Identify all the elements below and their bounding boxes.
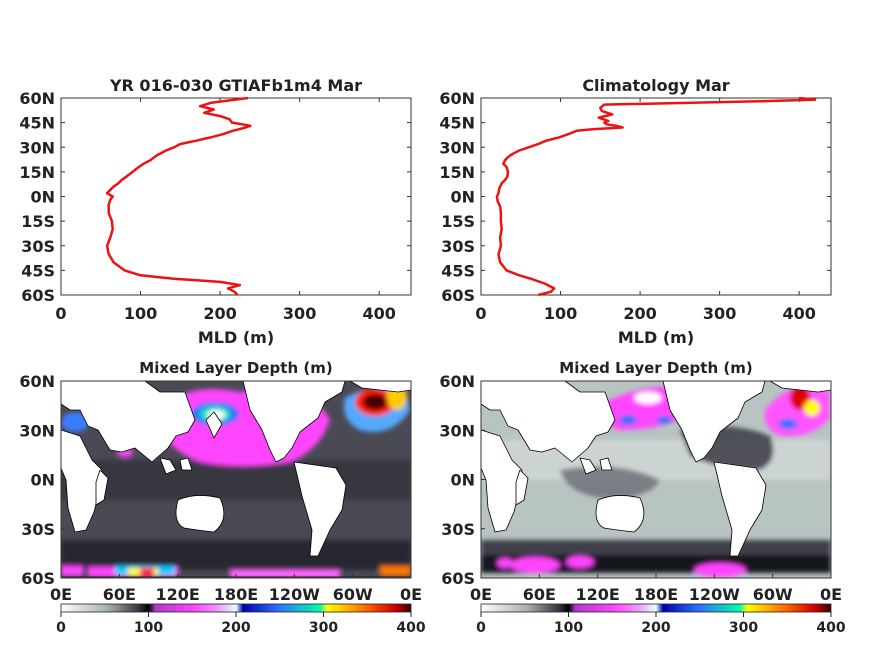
x-tick-label: 180E <box>214 585 258 604</box>
y-tick-label: 30S <box>441 237 475 256</box>
colorbar <box>480 603 832 613</box>
x-tick-label: 400 <box>782 304 815 323</box>
y-tick-label: 30S <box>21 520 55 539</box>
y-tick-label: 60N <box>19 89 55 108</box>
x-axis-ticks: 0E 60E 120E 180E 120W 60W 0E <box>470 574 842 604</box>
x-tick-label: 120E <box>156 585 200 604</box>
x-tick-label: 60E <box>523 585 556 604</box>
x-tick-label: 0 <box>55 304 66 323</box>
y-tick-label: 0N <box>30 471 55 490</box>
y-tick-label: 15N <box>439 163 475 182</box>
x-tick-label: 180E <box>634 585 678 604</box>
y-tick-label: 60S <box>441 569 475 588</box>
y-tick-label: 30N <box>19 421 55 440</box>
y-tick-label: 30N <box>439 421 475 440</box>
mld-map-climatology: Mixed Layer Depth (m) <box>439 359 846 636</box>
y-tick-label: 30S <box>21 237 55 256</box>
y-tick-label: 45N <box>439 114 475 133</box>
x-axis-ticks: 0E 60E 120E 180E 120W 60W 0E <box>50 574 422 604</box>
colorbar-tick-label: 400 <box>396 620 425 636</box>
y-axis-ticks: 60N 45N 30N 15N 0N 15S 30S 45S 60S <box>439 89 831 305</box>
mld-patches <box>61 382 411 578</box>
colorbar-tick-label: 300 <box>309 620 338 636</box>
x-tick-label: 300 <box>703 304 736 323</box>
x-tick-label: 0E <box>820 585 842 604</box>
y-tick-label: 30S <box>441 520 475 539</box>
x-tick-label: 200 <box>623 304 656 323</box>
y-tick-label: 45S <box>441 261 475 280</box>
mld-patches <box>481 384 831 577</box>
y-tick-label: 0N <box>450 188 475 207</box>
x-tick-label: 0E <box>50 585 72 604</box>
y-axis-ticks: 60N 30N 0N 30S 60S <box>19 372 65 588</box>
y-tick-label: 15S <box>21 212 55 231</box>
y-tick-label: 30N <box>19 138 55 157</box>
colorbar-tick-label: 200 <box>221 620 250 636</box>
x-tick-label: 0 <box>475 304 486 323</box>
y-tick-label: 15S <box>441 212 475 231</box>
x-tick-label: 60W <box>753 585 793 604</box>
y-tick-label: 0N <box>30 188 55 207</box>
y-tick-label: 30N <box>439 138 475 157</box>
y-tick-label: 0N <box>450 471 475 490</box>
y-tick-label: 45N <box>19 114 55 133</box>
plot-frame <box>480 97 832 296</box>
x-axis-ticks: 0 100 200 300 400 <box>55 98 396 323</box>
mld-map-model: Mixed Layer Depth (m) <box>19 359 426 636</box>
x-tick-label: 200 <box>203 304 236 323</box>
x-tick-label: 120E <box>576 585 620 604</box>
chart-title: Climatology Mar <box>582 76 729 95</box>
y-tick-label: 15N <box>19 163 55 182</box>
x-tick-label: 0E <box>400 585 422 604</box>
chart-title: Mixed Layer Depth (m) <box>559 359 752 377</box>
y-tick-label: 60S <box>21 569 55 588</box>
y-tick-label: 45S <box>21 261 55 280</box>
chart-title: Mixed Layer Depth (m) <box>139 359 332 377</box>
x-tick-label: 120W <box>269 585 320 604</box>
colorbar-tick-label: 200 <box>641 620 670 636</box>
colorbar-tick-label: 100 <box>554 620 583 636</box>
colorbar-tick-label: 400 <box>816 620 845 636</box>
chart-title: YR 016-030 GTIAFb1m4 Mar <box>109 76 362 95</box>
y-tick-label: 60S <box>21 286 55 305</box>
profile-chart-left: YR 016-030 GTIAFb1m4 Mar 60N 45N 30N 15N 0N 1… <box>19 76 412 347</box>
x-tick-label: 300 <box>283 304 316 323</box>
x-axis-label: MLD (m) <box>618 328 694 347</box>
mld-profile-line <box>105 96 252 296</box>
x-tick-label: 100 <box>124 304 157 323</box>
x-axis-label: MLD (m) <box>198 328 274 347</box>
x-tick-label: 120W <box>689 585 740 604</box>
colorbar-ticks: 0 100 200 300 400 <box>476 612 846 636</box>
x-tick-label: 100 <box>544 304 577 323</box>
y-tick-label: 60N <box>19 372 55 391</box>
x-axis-ticks: 0 100 200 300 400 <box>475 98 816 323</box>
colorbar-tick-label: 100 <box>134 620 163 636</box>
colorbar-tick-label: 300 <box>729 620 758 636</box>
colorbar <box>60 603 412 613</box>
y-axis-ticks: 60N 45N 30N 15N 0N 15S 30S 45S 60S <box>19 89 411 305</box>
y-tick-label: 60N <box>439 89 475 108</box>
y-tick-label: 60N <box>439 372 475 391</box>
x-tick-label: 0E <box>470 585 492 604</box>
mld-profile-line <box>495 96 817 297</box>
colorbar-ticks: 0 100 200 300 400 <box>56 612 426 636</box>
x-tick-label: 60W <box>333 585 373 604</box>
colorbar-tick-label: 0 <box>56 620 66 636</box>
y-axis-ticks: 60N 30N 0N 30S 60S <box>439 372 485 588</box>
x-tick-label: 60E <box>103 585 136 604</box>
continents <box>481 381 831 557</box>
continents <box>61 381 411 578</box>
y-tick-label: 60S <box>441 286 475 305</box>
x-tick-label: 400 <box>362 304 395 323</box>
profile-chart-right: Climatology Mar 60N45N30N15N0N15S30S45S6… <box>439 76 832 347</box>
colorbar-tick-label: 0 <box>476 620 486 636</box>
